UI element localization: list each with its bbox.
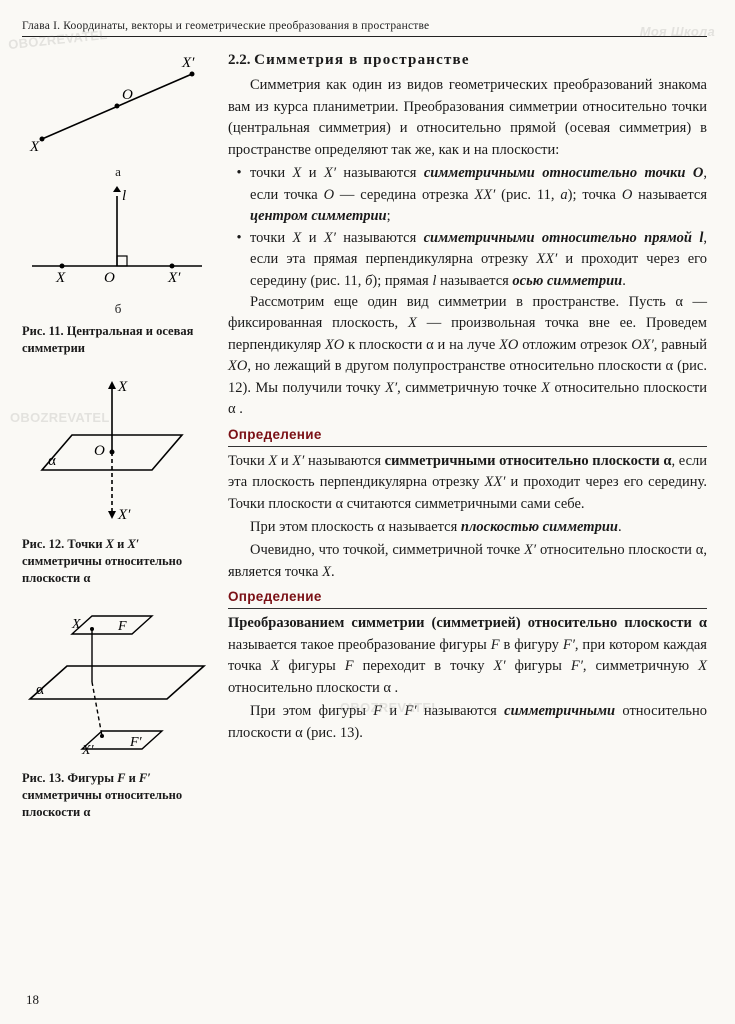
label-alpha: α xyxy=(48,453,56,469)
label-F: F xyxy=(117,619,127,634)
paragraph-5: При этом фигуры F и F′ называются симмет… xyxy=(228,701,707,744)
label-O: O xyxy=(104,270,115,286)
definition-rule xyxy=(228,608,707,609)
definition-label-2: Определение xyxy=(228,587,707,607)
definition-rule xyxy=(228,446,707,447)
page-number: 18 xyxy=(26,992,39,1008)
definition-2: Преобразованием симметрии (симметрией) о… xyxy=(228,613,707,699)
label-Xp: X′ xyxy=(81,743,95,758)
definition-1: Точки X и X′ называются симметричными от… xyxy=(228,451,707,515)
label-Xp: X′ xyxy=(117,507,131,523)
label-Fp: F′ xyxy=(129,735,143,750)
chapter-header: Глава I. Координаты, векторы и геометрич… xyxy=(22,20,707,32)
fig12-caption: Рис. 12. Точки X и X′ симметричны относи… xyxy=(22,536,214,587)
definition-label-1: Определение xyxy=(228,425,707,445)
bullet-2: • точки X и X′ называются симметричными … xyxy=(228,228,707,292)
label-X: X xyxy=(117,379,128,395)
header-rule xyxy=(22,36,707,37)
figures-column: X O X′ а X O X′ l xyxy=(22,49,214,821)
figure-11b: X O X′ l б xyxy=(22,186,214,317)
label-Xp: X′ xyxy=(181,55,195,71)
fig13-caption: Рис. 13. Фигуры F и F′ симметричны относ… xyxy=(22,770,214,821)
bullet-1: • точки X и X′ называются симметричными … xyxy=(228,163,707,227)
fig11b-sublabel: б xyxy=(22,301,214,317)
figure-11a: X O X′ а xyxy=(22,49,214,180)
text-column: 2.2. Симметрия в пространстве Симметрия … xyxy=(228,49,707,821)
label-Xp: X′ xyxy=(167,270,181,286)
paragraph-3: При этом плоскость α называется плоскост… xyxy=(228,517,707,538)
label-X: X xyxy=(29,139,40,155)
paragraph-2: Рассмотрим еще один вид симметрии в прос… xyxy=(228,292,707,421)
label-alpha: α xyxy=(36,682,44,698)
figure-13: X F α X′ F′ xyxy=(22,604,214,764)
label-O: O xyxy=(94,443,105,459)
label-l: l xyxy=(122,188,126,204)
paragraph-intro: Симметрия как один из видов геометрическ… xyxy=(228,75,707,161)
label-X: X xyxy=(55,270,66,286)
label-X: X xyxy=(71,617,81,632)
figure-12: X O α X′ xyxy=(22,375,214,530)
fig11-caption: Рис. 11. Центральная и осевая симметрии xyxy=(22,323,214,357)
content-columns: X O X′ а X O X′ l xyxy=(22,49,707,821)
fig11a-sublabel: а xyxy=(22,164,214,180)
label-O: O xyxy=(122,87,133,103)
section-heading: 2.2. Симметрия в пространстве xyxy=(228,49,707,71)
paragraph-4: Очевидно, что точкой, симметричной точке… xyxy=(228,540,707,583)
